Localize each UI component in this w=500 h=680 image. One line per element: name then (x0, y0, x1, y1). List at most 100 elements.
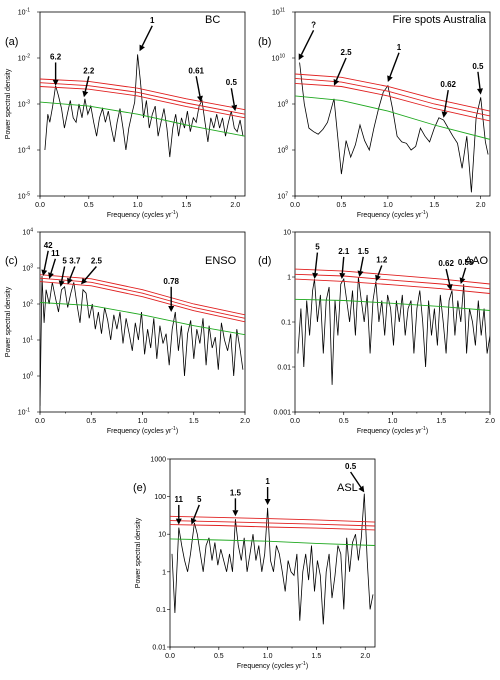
x-tick-label: 0.0 (165, 653, 175, 660)
annotation-label: 1.5 (230, 488, 242, 497)
x-tick-label: 2.0 (230, 202, 240, 209)
confidence-line (295, 73, 490, 112)
annotation-label: 0.62 (440, 80, 456, 89)
y-tick-exponent: 8 (285, 146, 288, 152)
annotation-arrow (477, 71, 481, 89)
annotation-label: 2.5 (91, 257, 103, 266)
y-tick-label: 103 (22, 264, 33, 273)
x-axis-label: Frequency (cycles yr-1) (357, 426, 428, 435)
annotation-arrowhead (82, 90, 89, 98)
annotation-arrow (445, 268, 451, 285)
confidence-line (170, 524, 375, 531)
annotation-arrowhead (139, 44, 145, 52)
y-tick-label: 100 (22, 372, 33, 381)
annotation-arrowhead (339, 272, 346, 280)
y-axis-label: Power spectral density (5, 68, 12, 139)
red-noise-line (40, 302, 245, 336)
annotation-arrow (389, 52, 400, 77)
annotation-arrowhead (231, 104, 238, 112)
annotation-arrow (314, 252, 319, 274)
plot-frame (169, 458, 376, 648)
annotation-arrow (84, 76, 90, 92)
annotation-label: 1 (265, 477, 270, 486)
x-axis-label: Frequency (cycles yr-1) (237, 661, 308, 670)
x-tick-label: 1.5 (312, 653, 322, 660)
annotation-arrowhead (52, 79, 59, 86)
y-axis-label: Power spectral density (135, 517, 142, 588)
spectrum-line (44, 54, 244, 158)
spectrum-line (299, 62, 489, 193)
y-tick-label: 10-5 (18, 192, 30, 201)
spectrum-line (171, 493, 374, 625)
x-tick-label: 1.0 (138, 418, 148, 425)
annotation-label: 1 (150, 16, 155, 25)
annotation-arrow (300, 29, 315, 56)
x-tick-label: 0.5 (339, 418, 349, 425)
annotation-arrowhead (375, 274, 381, 282)
panel-title: ENSO (205, 255, 237, 267)
series-group (40, 54, 245, 158)
annotation-label: 2.2 (83, 66, 95, 75)
y-tick-label: 1 (162, 569, 166, 576)
x-tick-label: 0.5 (84, 202, 94, 209)
annotation-label: 5 (315, 243, 320, 252)
y-tick-label: 10-1 (18, 8, 30, 17)
y-tick-exponent: 10 (279, 54, 285, 60)
y-tick-label: 0.01 (152, 645, 166, 652)
y-tick-exponent: -1 (26, 8, 31, 14)
annotation-label: 2.5 (341, 48, 353, 57)
annotation-label: 11 (175, 495, 184, 504)
annotation-arrowhead (175, 518, 182, 525)
annotation-label: 0.78 (163, 277, 179, 286)
panel-a: 0.0 0.5 1.0 1.5 2.0 10-5 10-4 10-3 10-2 10-1 Frequ… (5, 8, 246, 219)
x-tick-label: 0.0 (290, 202, 300, 209)
annotation-arrowhead (441, 111, 448, 118)
y-tick-label: 0.1 (156, 607, 166, 614)
annotation-arrowhead (48, 272, 54, 279)
x-tick-label: 0.5 (337, 202, 347, 209)
series-group (295, 62, 490, 193)
annotation-label: 0.62 (438, 259, 454, 268)
annotation-arrow (443, 90, 449, 113)
panel-label: (c) (5, 255, 18, 267)
y-tick-exponent: 1 (30, 336, 33, 342)
annotation-arrow (341, 256, 345, 274)
red-noise-line (170, 538, 375, 546)
y-tick-label: 10-4 (18, 146, 30, 155)
annotation-arrowhead (168, 305, 175, 312)
panel-e: 0.0 0.5 1.0 1.5 2.0 0.01 0.1 1 10 100 1000 Frequenc… (133, 457, 376, 670)
plot-frame (294, 11, 491, 197)
spectrum-line (40, 275, 244, 406)
x-tick-label: 0.0 (35, 418, 45, 425)
annotation-label: 11 (51, 249, 60, 258)
annotation-arrowhead (333, 78, 340, 86)
y-tick-label: 0.1 (281, 320, 291, 327)
annotation-label: 6.2 (50, 52, 62, 61)
y-tick-exponent: 9 (285, 100, 288, 106)
annotation-arrowhead (446, 284, 453, 291)
annotation-arrow (230, 88, 235, 106)
panel-label: (a) (5, 36, 18, 48)
x-tick-label: 0.5 (214, 653, 224, 660)
annotation-label: 0.58 (458, 258, 474, 267)
y-tick-label: 10-3 (18, 100, 30, 109)
x-tick-label: 2.0 (476, 202, 486, 209)
y-tick-exponent: -4 (26, 146, 31, 152)
annotation-arrowhead (67, 277, 73, 285)
annotation-arrowhead (264, 498, 271, 505)
confidence-line (295, 268, 490, 285)
y-tick-label: 10-1 (18, 408, 30, 417)
annotation-arrow (335, 57, 347, 81)
panel-c: 0.0 0.5 1.0 1.5 2.010-1100101102103104Freque… (5, 228, 250, 436)
panel-title: AAO (465, 255, 489, 267)
y-tick-exponent: 11 (280, 8, 285, 14)
y-tick-label: 10 (283, 230, 291, 237)
x-tick-label: 0.0 (290, 418, 300, 425)
y-tick-label: 101 (22, 336, 33, 345)
annotation-arrow (193, 504, 200, 520)
x-tick-label: 1.0 (133, 202, 143, 209)
annotation-arrow (377, 265, 383, 276)
red-noise-line (295, 298, 490, 311)
y-tick-exponent: -3 (26, 100, 31, 106)
series-group (295, 268, 490, 385)
